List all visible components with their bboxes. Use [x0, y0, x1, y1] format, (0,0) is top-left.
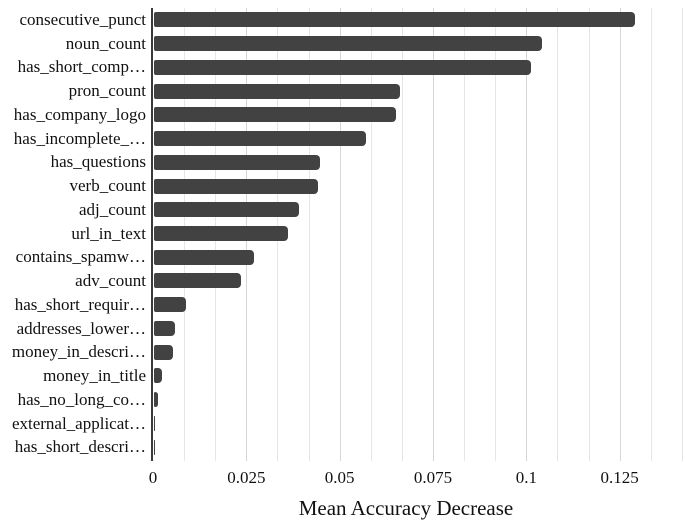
bar-addresses_lower — [153, 320, 176, 336]
bar-has_short_requir — [153, 297, 187, 313]
bar-verb_count — [153, 178, 318, 194]
y-tick-label: has_questions — [50, 152, 146, 172]
y-tick-label: has_company_logo — [13, 104, 146, 124]
y-tick-label: external_applicat… — [11, 413, 146, 433]
y-tick-label: adv_count — [75, 271, 146, 291]
major-gridline — [339, 8, 341, 461]
minor-gridline — [464, 8, 466, 461]
bar-money_in_title — [153, 368, 163, 384]
y-tick-label: url_in_text — [71, 223, 146, 243]
minor-gridline — [308, 8, 310, 461]
bar-pron_count — [153, 83, 400, 99]
x-tick-label: 0.075 — [413, 468, 453, 487]
y-tick-label: addresses_lower… — [16, 318, 146, 338]
y-tick-label: has_short_requir… — [14, 294, 146, 314]
y-tick-label: has_short_comp… — [17, 57, 146, 77]
bar-has_short_comp — [153, 59, 531, 75]
minor-gridline — [681, 8, 683, 461]
bar-noun_count — [153, 36, 542, 52]
y-tick-label: has_short_descri… — [14, 437, 146, 457]
bar-has_incomplete_ — [153, 131, 367, 147]
y-tick-label: money_in_descri… — [11, 342, 146, 362]
y-axis-line — [151, 8, 153, 461]
bar-adv_count — [153, 273, 242, 289]
minor-gridline — [557, 8, 559, 461]
x-tick-label: 0 — [148, 468, 158, 487]
x-tick-label: 0.1 — [515, 468, 537, 487]
bar-money_in_descri — [153, 344, 173, 360]
y-tick-label: has_no_long_co… — [17, 389, 146, 409]
bar-url_in_text — [153, 226, 288, 241]
x-tick-label: 0.125 — [600, 468, 639, 487]
minor-gridline — [370, 8, 372, 461]
minor-gridline — [650, 8, 652, 461]
minor-gridline — [401, 8, 403, 461]
x-tick-label: 0.025 — [227, 468, 266, 487]
major-gridline — [619, 8, 621, 461]
minor-gridline — [588, 8, 590, 461]
bar-consecutive_punct — [153, 12, 636, 28]
y-tick-label: pron_count — [68, 81, 146, 101]
major-gridline — [432, 8, 434, 461]
y-tick-label: noun_count — [65, 33, 146, 53]
bar-contains_spamw — [153, 249, 255, 265]
bar-has_questions — [153, 154, 320, 170]
x-axis-title: Mean Accuracy Decrease — [298, 496, 514, 520]
y-tick-label: contains_spamw… — [15, 247, 146, 267]
y-tick-label: adj_count — [78, 199, 146, 219]
major-gridline — [526, 8, 528, 461]
x-tick-label: 0.05 — [324, 468, 355, 487]
bar-has_no_long_co — [153, 392, 159, 408]
y-tick-label: verb_count — [69, 176, 146, 196]
bar-adj_count — [153, 202, 300, 218]
y-tick-label: has_incomplete_… — [13, 128, 146, 148]
bar-has_company_logo — [153, 107, 397, 123]
minor-gridline — [495, 8, 497, 461]
bar-external_applicat — [153, 415, 155, 431]
y-tick-label: consecutive_punct — [19, 10, 146, 29]
y-tick-label: money_in_title — [43, 366, 146, 386]
